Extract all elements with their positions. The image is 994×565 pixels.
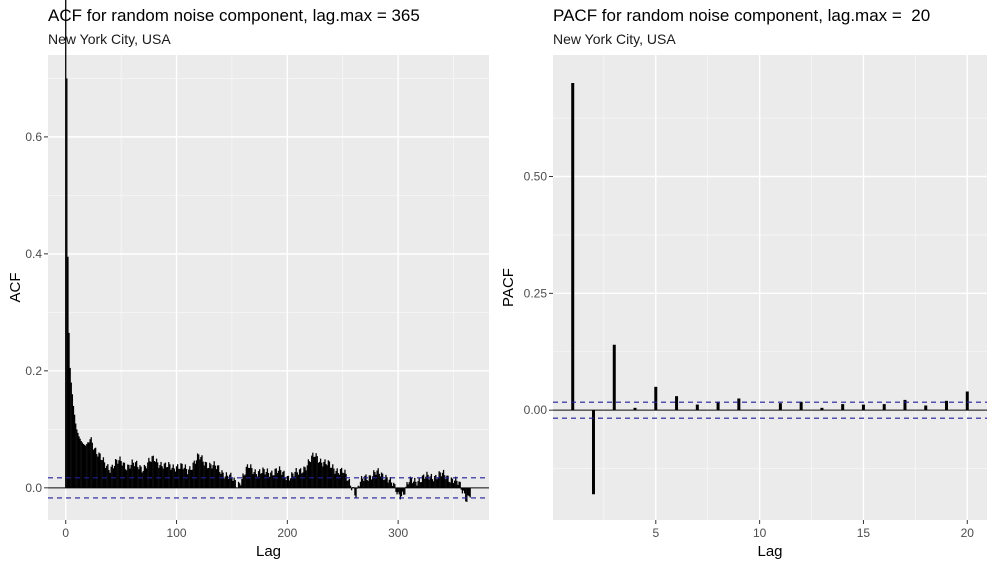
acf-panel-background <box>48 55 489 520</box>
pacf-x-tick-label: 10 <box>753 526 767 540</box>
acf-x-tick-label: 100 <box>167 526 187 540</box>
pacf-y-axis-label: PACF <box>500 268 517 307</box>
pacf-y-tick-label: 0.00 <box>524 403 548 417</box>
pacf-panel-background <box>553 55 987 520</box>
pacf-x-tick-label: 20 <box>961 526 975 540</box>
pacf-chart: 5 10 15 20 0.00 0.25 0.50 Lag PACF <box>500 55 987 560</box>
acf-x-tick-label: 0 <box>62 526 69 540</box>
pacf-y-tick-label: 0.25 <box>524 286 548 300</box>
acf-subtitle: New York City, USA <box>48 31 171 47</box>
acf-y-tick-label: 0.2 <box>25 364 42 378</box>
pacf-title: PACF for random noise component, lag.max… <box>553 6 931 25</box>
pacf-x-tick-label: 5 <box>652 526 659 540</box>
pacf-x-tick-label: 15 <box>857 526 871 540</box>
acf-y-tick-label: 0.4 <box>25 247 42 261</box>
acf-y-tick-label: 0.0 <box>25 481 42 495</box>
pacf-x-axis-label: Lag <box>757 543 782 560</box>
acf-x-axis-label: Lag <box>256 543 281 560</box>
acf-chart: 0 100 200 300 0.0 0.2 0.4 0.6 Lag ACF <box>7 0 489 560</box>
acf-x-tick-label: 200 <box>277 526 297 540</box>
acf-y-tick-label: 0.6 <box>25 130 42 144</box>
acf-title: ACF for random noise component, lag.max … <box>48 6 420 25</box>
acf-y-axis-label: ACF <box>7 273 24 303</box>
acf-x-tick-label: 300 <box>388 526 408 540</box>
pacf-y-tick-label: 0.50 <box>524 170 548 184</box>
pacf-subtitle: New York City, USA <box>553 31 676 47</box>
